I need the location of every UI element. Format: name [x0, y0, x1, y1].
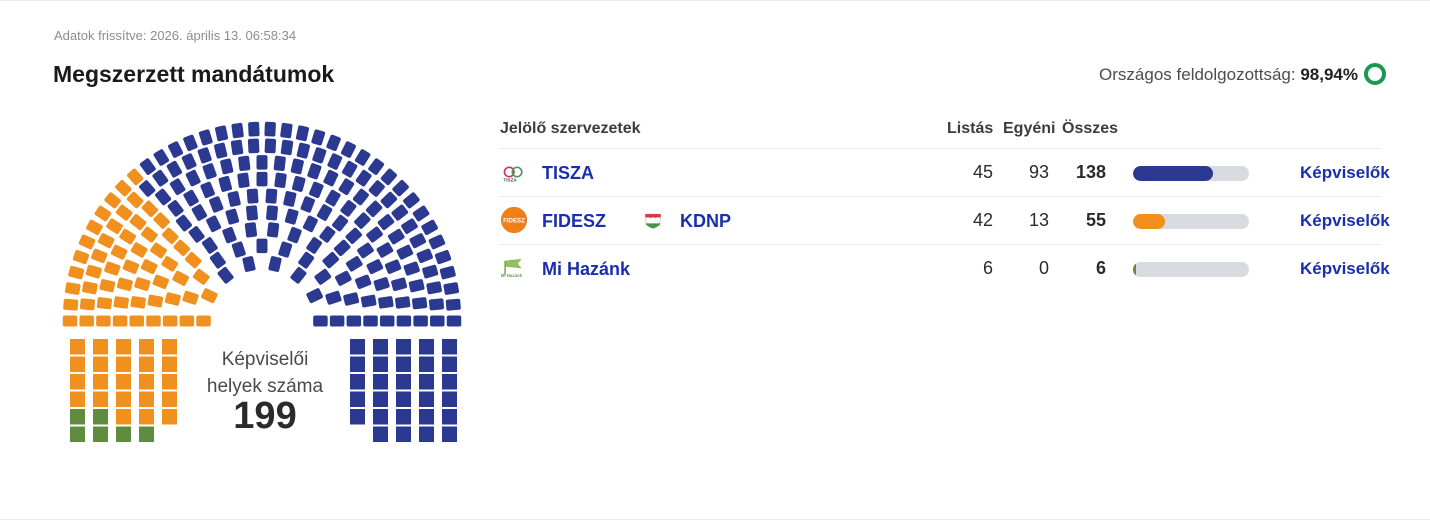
svg-text:TISZA: TISZA	[503, 178, 517, 183]
svg-text:Mi Hazánk: Mi Hazánk	[501, 273, 523, 278]
svg-text:FIDESZ: FIDESZ	[503, 218, 525, 225]
